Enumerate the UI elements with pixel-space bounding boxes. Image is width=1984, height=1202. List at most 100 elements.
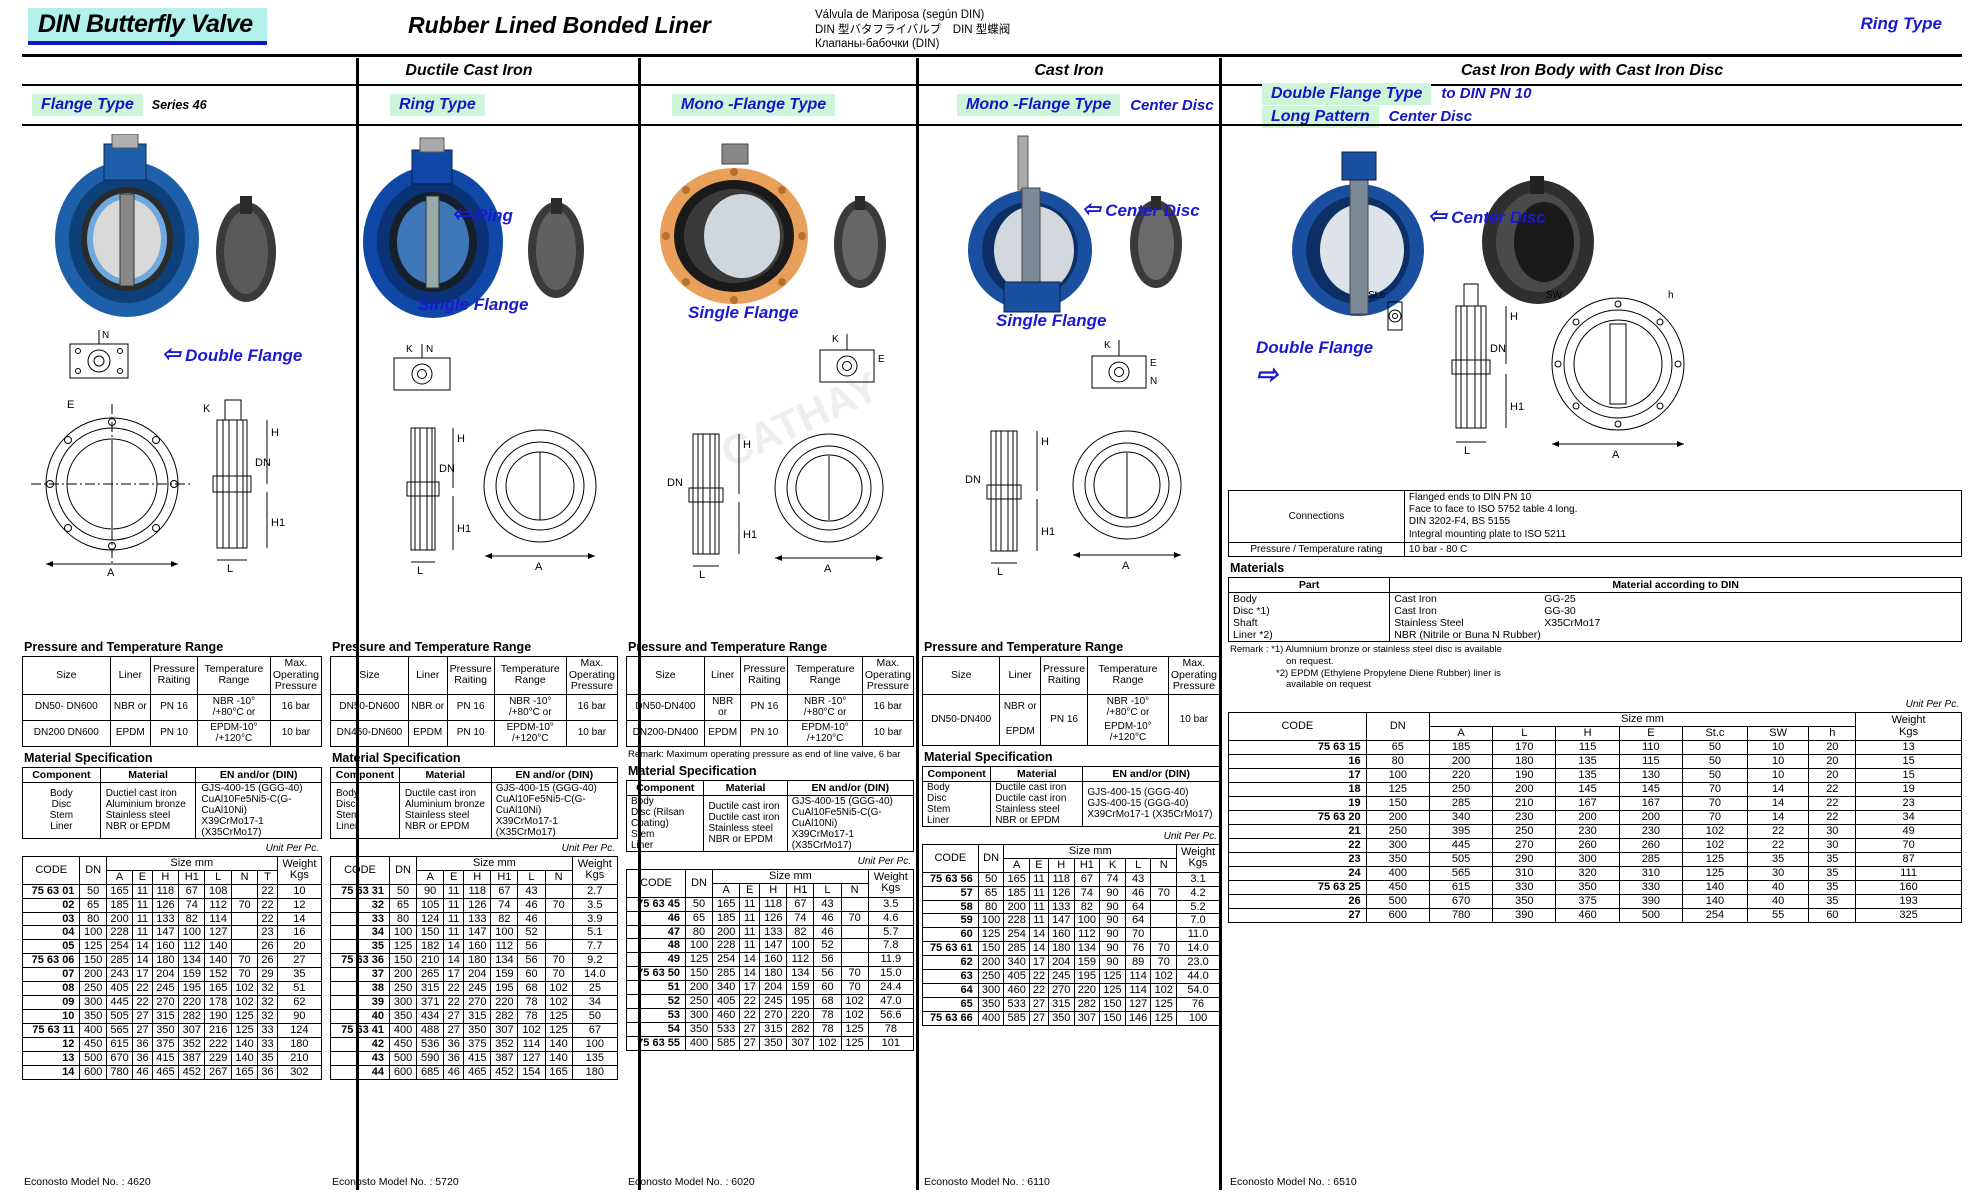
table-row: 51 200 340 17 204 159 60 70 24.4	[626, 980, 915, 996]
cell-code: 34	[330, 925, 390, 941]
cell-value: 70	[840, 980, 869, 996]
cell-value: 20	[276, 939, 323, 955]
cell-code: 64	[922, 983, 979, 999]
table-row: 05 125 254 14 160 112 140 26 20	[21, 939, 323, 955]
table-row: Pressure / Temperature rating 10 bar - 8…	[1228, 541, 1963, 557]
cell-value: 90	[1099, 955, 1126, 971]
cell-value: 200	[1365, 810, 1430, 825]
cell-code: 05	[21, 939, 81, 955]
th-material: Material	[990, 765, 1084, 782]
table-row: 63 250 405 22 245 195 125 114 102 44.0	[922, 969, 1220, 985]
cell-value: 102	[1682, 824, 1748, 839]
th-code: CODE	[21, 855, 81, 885]
cell-value: 11	[739, 924, 761, 940]
svg-text:A: A	[824, 563, 832, 575]
col3-line-drawing: H DN H1 L A	[667, 433, 884, 581]
cell-value: 23	[257, 925, 278, 941]
page-title: DIN Butterfly Valve	[28, 8, 267, 45]
cell-value: 43	[813, 896, 842, 912]
table-row: 22 300 445 270 260 260 102 22 30 70	[1228, 837, 1962, 853]
cell-value: 65	[388, 897, 418, 913]
table-row: Body Disc (Rilsan Coating) Stem Liner Du…	[625, 794, 915, 852]
th-h1: H1	[1073, 857, 1101, 873]
cell-material: Ductile cast iron	[404, 788, 477, 800]
cell-value: 90	[1099, 885, 1126, 901]
cell-value: 350	[151, 1023, 180, 1039]
cell-value: 180	[759, 966, 788, 982]
cell-liner: NBR or	[407, 693, 448, 721]
th-component: Component	[921, 765, 992, 782]
cell-temp: NBR -10° /+80°C or	[197, 693, 271, 721]
col5-line-drawing: St.c H DN H1 L SW h	[1368, 283, 1685, 461]
cell-value: 70	[230, 967, 259, 983]
cell-value: 11.9	[867, 952, 915, 968]
cell-value: 130	[1618, 768, 1684, 784]
table-row: 75 63 61 150 285 14 180 134 90 76 70 14.0	[922, 941, 1220, 957]
cell-value: 315	[463, 1009, 492, 1025]
cell-value: 9.2	[571, 953, 619, 969]
cell-value: 82	[178, 911, 206, 927]
col1-pressure-temperature-table: Size Liner Pressure Raiting Temperature …	[22, 656, 323, 747]
cell-value: 600	[1365, 907, 1430, 923]
table-row: 43 500 590 36 415 387 127 140 135	[330, 1051, 619, 1067]
cell-value: 505	[105, 1009, 134, 1025]
cell-code: 35	[330, 939, 390, 955]
th-n: N	[840, 882, 869, 898]
cell-value: 22	[1746, 824, 1810, 839]
cell-value: 102	[230, 981, 259, 997]
cell-value: 254	[105, 939, 134, 955]
cell-value: 350	[684, 1022, 714, 1038]
th-size: Size	[921, 656, 1001, 695]
cell-value: 405	[1003, 969, 1031, 985]
cell-value: 140	[1682, 879, 1748, 895]
col1-unit-per-pc: Unit Per Pc.	[265, 842, 319, 854]
cell-value: 245	[463, 981, 492, 997]
cell-value: 10	[1746, 768, 1810, 784]
table-row: 52 250 405 22 245 195 68 102 47.0	[626, 994, 915, 1010]
cell-value: 585	[712, 1036, 741, 1052]
th-component: Component	[330, 766, 400, 783]
cell-value: 56	[517, 953, 546, 969]
arrow-left-icon: ⇦	[162, 341, 181, 366]
cell-value: 210	[1492, 796, 1557, 812]
cell-value: 300	[977, 983, 1005, 999]
cell-value: 17	[1029, 955, 1049, 971]
callout-center-disc: ⇦ Center Disc	[1082, 196, 1200, 221]
cell-value: 102	[1682, 837, 1748, 853]
cell-value: 195	[786, 994, 815, 1010]
cell-value: 70	[1682, 796, 1748, 812]
cell-value: 102	[840, 994, 869, 1010]
cell-code: 59	[922, 913, 979, 929]
svg-text:K: K	[203, 403, 211, 415]
cell-value: 14	[739, 952, 761, 968]
th-l: L	[517, 869, 546, 885]
col1-size-table: CODE DN Size mm Weight Kgs A E H H1 L N T…	[21, 855, 323, 1081]
cell-material: Aluminium bronze	[404, 799, 485, 811]
cell-value: 118	[1047, 871, 1075, 887]
cell-value: 115	[1555, 740, 1620, 756]
cell-value: 165	[204, 981, 232, 997]
cell-value: 43	[517, 883, 546, 899]
cell-value: 450	[388, 1037, 418, 1053]
cell-value: 780	[105, 1065, 134, 1081]
cell-value: 22	[443, 981, 465, 997]
cell-value: 415	[151, 1051, 180, 1067]
cell-value: 395	[1428, 824, 1494, 839]
cell-pressure: PN 10	[149, 719, 199, 747]
cell-value: 76	[1124, 941, 1152, 957]
cell-value: 270	[1047, 983, 1075, 999]
cell-value: 285	[1428, 796, 1494, 812]
callout-center-disc: ⇦ Center Disc	[1428, 203, 1546, 228]
col1-material-spec-table: Component Material EN and/or (DIN) Body …	[22, 766, 322, 839]
cell-value: 147	[759, 938, 788, 954]
col4-pressure-temperature-table: Size Liner Pressure Raiting Temperature …	[921, 656, 1221, 746]
table-row: 27 600 780 390 460 500 254 55 60 325	[1228, 907, 1962, 923]
cell-value: 70	[544, 953, 573, 969]
cell-value: 15	[1855, 768, 1962, 784]
cell-value: 74	[490, 897, 519, 913]
th-size-mm: Size mm	[416, 855, 573, 871]
table-row: 75 63 41 400 488 27 350 307 102 125 67	[330, 1023, 619, 1039]
th-en-din: EN and/or (DIN)	[490, 766, 619, 783]
cell-value: 500	[79, 1051, 107, 1067]
th-size: Size	[22, 656, 111, 695]
